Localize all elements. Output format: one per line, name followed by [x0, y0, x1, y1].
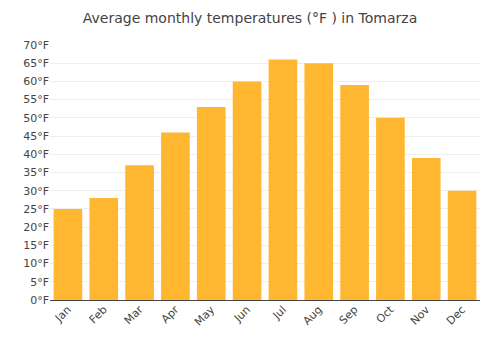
svg-text:35°F: 35°F: [23, 166, 49, 179]
svg-text:Jun: Jun: [231, 303, 253, 325]
svg-text:Mar: Mar: [122, 303, 146, 327]
svg-text:55°F: 55°F: [23, 93, 49, 106]
svg-text:Aug: Aug: [300, 303, 324, 327]
svg-text:Apr: Apr: [159, 303, 182, 326]
svg-text:Dec: Dec: [444, 303, 468, 327]
svg-text:Jan: Jan: [52, 303, 74, 325]
svg-text:20°F: 20°F: [23, 221, 49, 234]
svg-text:Feb: Feb: [87, 303, 110, 326]
svg-text:May: May: [192, 303, 218, 329]
svg-text:Nov: Nov: [408, 303, 433, 328]
svg-text:40°F: 40°F: [23, 148, 49, 161]
svg-text:70°F: 70°F: [23, 39, 49, 52]
svg-text:50°F: 50°F: [23, 112, 49, 125]
svg-text:0°F: 0°F: [30, 294, 49, 307]
svg-text:10°F: 10°F: [23, 257, 49, 270]
svg-text:30°F: 30°F: [23, 185, 49, 198]
svg-text:Jul: Jul: [270, 303, 289, 322]
svg-text:Sep: Sep: [337, 303, 361, 327]
svg-text:25°F: 25°F: [23, 203, 49, 216]
svg-text:65°F: 65°F: [23, 57, 49, 70]
svg-text:5°F: 5°F: [30, 276, 49, 289]
svg-text:45°F: 45°F: [23, 130, 49, 143]
svg-text:Oct: Oct: [374, 303, 397, 326]
svg-text:Average monthly temperatures (: Average monthly temperatures (°F ) in To…: [83, 10, 417, 26]
svg-text:15°F: 15°F: [23, 239, 49, 252]
svg-text:60°F: 60°F: [23, 75, 49, 88]
